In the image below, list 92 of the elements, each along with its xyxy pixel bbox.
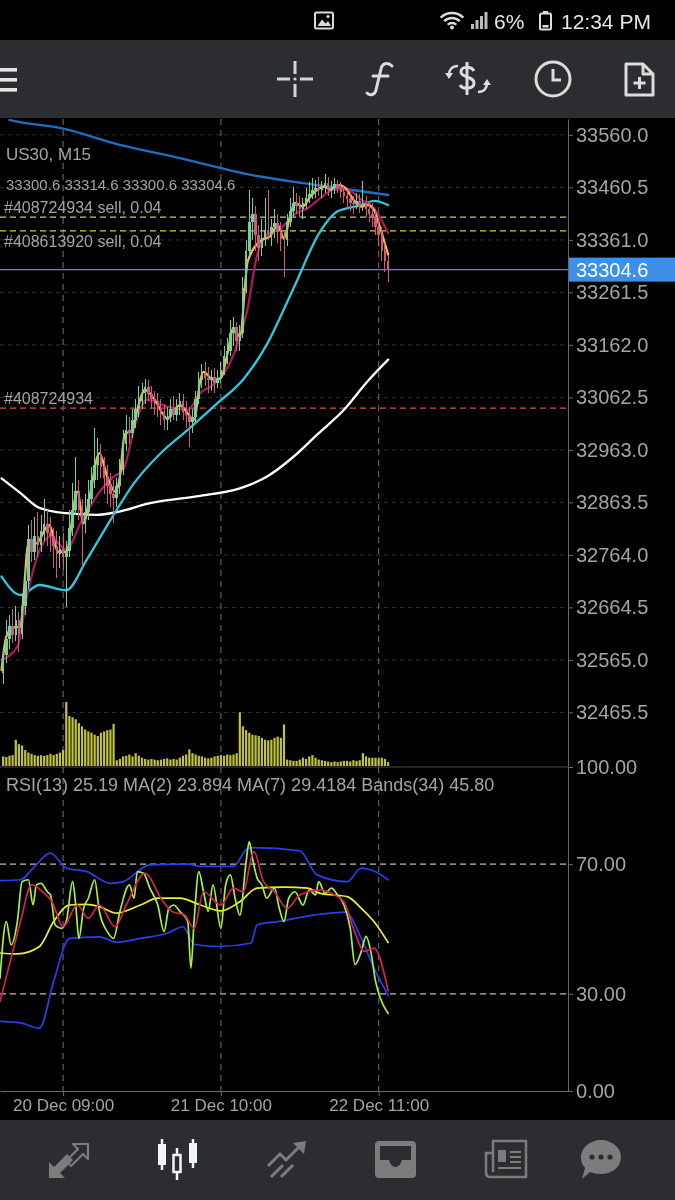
bar [96, 735, 99, 766]
bar [93, 734, 96, 766]
candlestick [352, 195, 355, 214]
ref-line-label: #408724934 sell, 0.04 [4, 199, 162, 217]
bar [267, 740, 270, 766]
text: RSI(13) 25.19 MA(2) 23.894 MA(7) 29.4184 Bands(34) 45.80 [6, 775, 495, 795]
bar [90, 732, 93, 766]
text: US30, M15 [6, 145, 92, 164]
bar [282, 724, 286, 766]
text: 6% [494, 10, 525, 33]
bar [5, 757, 8, 766]
bar [210, 757, 213, 766]
bar [238, 712, 241, 766]
bar [188, 749, 191, 766]
bar [260, 737, 264, 766]
candlestick [11, 608, 14, 643]
text: 12:34 PM [561, 10, 651, 33]
bar [387, 762, 390, 766]
y-tick-label: 30.00 [576, 982, 627, 1005]
bar [355, 760, 358, 766]
ref-line-label: #408613920 sell, 0.04 [4, 232, 162, 250]
y-tick-label: 33261.5 [576, 281, 649, 304]
bar [112, 723, 115, 766]
bar [342, 760, 346, 766]
bar [65, 702, 68, 766]
bar [2, 756, 5, 766]
bar [257, 735, 260, 766]
annotation: #408724934 [4, 390, 94, 408]
bar [361, 753, 364, 766]
bar [323, 760, 327, 766]
y-tick-label: 33560.0 [576, 123, 649, 146]
bar [292, 760, 295, 766]
x-tick-label: 20 Dec 09:00 [13, 1096, 115, 1116]
candlestick [349, 192, 352, 212]
y-tick-label: 32764.0 [576, 543, 649, 566]
candlestick [213, 368, 216, 394]
bar [24, 750, 27, 766]
y-tick-label: 33460.5 [576, 176, 649, 199]
y-tick-label: 32465.5 [576, 701, 649, 724]
bar [80, 726, 84, 766]
candlestick [333, 178, 336, 194]
y-tick-label: 32963.0 [576, 438, 649, 461]
bar [14, 739, 17, 766]
y-tick-label: 0.00 [576, 1079, 615, 1102]
candlestick [235, 322, 238, 352]
bar [191, 753, 194, 766]
candlestick [33, 517, 36, 560]
candlestick [295, 192, 298, 214]
bar [106, 730, 109, 766]
bar [39, 755, 43, 766]
y-tick-label: 32863.5 [576, 491, 649, 514]
ref-line-label: 33304.6 [576, 258, 649, 281]
y-tick-label: 32664.5 [576, 596, 649, 619]
bar [169, 759, 172, 766]
bar [77, 723, 80, 766]
candlestick [311, 178, 314, 200]
bar [121, 756, 125, 766]
bar [254, 735, 257, 766]
y-tick-label: 33162.0 [576, 333, 649, 356]
bar [270, 739, 273, 766]
candlestick [172, 396, 175, 420]
bar [226, 754, 229, 766]
y-tick-label: 70.00 [576, 853, 627, 876]
y-tick-label: 33062.5 [576, 386, 649, 409]
bar [27, 752, 30, 766]
bar [74, 719, 77, 766]
y-tick-label: 32565.0 [576, 648, 649, 671]
candlestick [282, 229, 286, 277]
bar [8, 755, 11, 766]
bar [30, 753, 33, 766]
bar [333, 761, 336, 766]
candlestick [153, 390, 156, 415]
bar [131, 756, 134, 766]
bar [103, 731, 106, 766]
bar [364, 756, 368, 766]
bar [200, 756, 204, 766]
x-tick-label: 21 Dec 10:00 [170, 1096, 272, 1116]
bar [17, 744, 21, 766]
candlestick [358, 193, 361, 213]
text: 33300.6 33314.6 33300.6 33304.6 [6, 176, 236, 193]
bar [229, 755, 232, 766]
bar [311, 755, 314, 766]
x-tick-label: 22 Dec 11:00 [329, 1096, 430, 1116]
candlestick [210, 369, 213, 391]
bar [71, 717, 74, 766]
y-tick-label: 33361.0 [576, 228, 649, 251]
candlestick [317, 177, 320, 196]
candlestick [128, 417, 131, 444]
bar [232, 754, 235, 766]
bar [263, 739, 267, 766]
y-tick-label: 100.00 [576, 755, 638, 778]
bar [49, 753, 52, 766]
